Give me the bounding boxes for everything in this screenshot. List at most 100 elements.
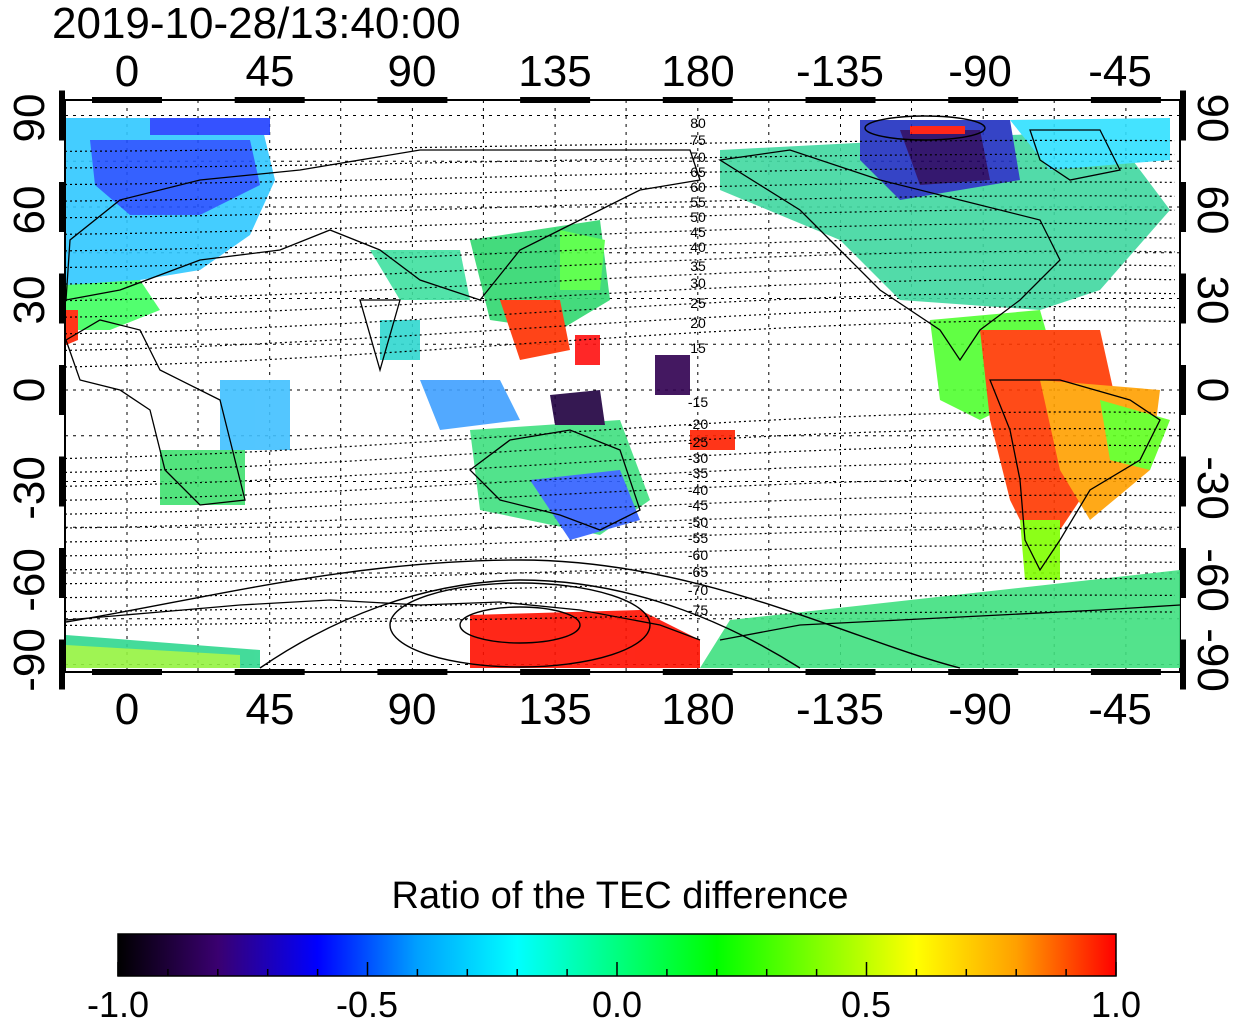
greenland-coast — [1029, 129, 1121, 181]
lon-tick-top: 180 — [661, 47, 735, 96]
magnetic-contour-line — [64, 561, 1176, 585]
colorbar-tick-label: -0.5 — [335, 984, 399, 1025]
pacific-red-dots — [690, 430, 735, 450]
magnetic-contour-line — [64, 494, 1176, 529]
south-america-green — [1100, 400, 1170, 470]
magnetic-contour-line — [64, 544, 1176, 571]
arctic-red-bar — [910, 126, 965, 134]
lon-tick-top: -45 — [1088, 47, 1152, 96]
magnetic-contour-line — [64, 577, 1176, 599]
contour-label: -40 — [688, 482, 708, 498]
contour-label: -75 — [688, 602, 708, 618]
south-africa-patch — [160, 450, 245, 505]
antarctica-red — [470, 610, 700, 668]
lon-tick-top: -90 — [948, 47, 1012, 96]
magnetic-contour-line — [64, 411, 1176, 460]
europe-south-patch — [66, 280, 160, 330]
south-outer-curve — [65, 559, 961, 669]
magnetic-contour-line — [64, 222, 1176, 252]
india-patch — [380, 320, 420, 360]
magnetic-pole-ovals — [65, 115, 986, 669]
lat-tick-left: -90 — [5, 628, 54, 692]
magnetic-contour-line — [64, 195, 1176, 219]
south-america-coast — [989, 379, 1161, 572]
magnetic-contour-line — [64, 167, 1175, 186]
contour-label: 40 — [690, 239, 706, 255]
contour-label: 20 — [690, 315, 706, 331]
contour-label: -35 — [688, 465, 708, 481]
contour-label: -65 — [688, 564, 708, 580]
contour-label: 25 — [690, 295, 706, 311]
magnetic-contour-line — [65, 139, 1175, 152]
magnetic-contour-line — [64, 209, 1176, 235]
antarctica-yellow — [66, 645, 240, 668]
coastlines — [65, 129, 1181, 641]
contour-label: -60 — [688, 547, 708, 563]
lat-tick-right: 0 — [1188, 377, 1237, 403]
lon-tick-bottom: 0 — [114, 685, 140, 734]
eurasia-coast — [65, 149, 701, 301]
iberia-red — [66, 310, 78, 345]
lon-tick-top: 0 — [114, 47, 140, 96]
colorbar-gradient — [117, 933, 1117, 977]
magnetic-contour-line — [65, 153, 1175, 169]
lon-tick-top: 90 — [387, 47, 437, 96]
lat-tick-left: 30 — [5, 275, 54, 325]
lon-tick-top: 135 — [518, 47, 592, 96]
indonesia-dark — [550, 390, 605, 425]
arctic-europe-blue — [150, 118, 270, 135]
magnetic-contour-line — [64, 428, 1176, 473]
contour-label: 30 — [690, 275, 706, 291]
east-asia-red — [500, 300, 570, 360]
contour-label: 45 — [690, 224, 706, 240]
contour-label: -25 — [688, 434, 708, 450]
patagonia-patch — [1020, 520, 1060, 580]
magnetic-contour-line — [64, 292, 1176, 335]
se-asia-blue — [420, 380, 520, 430]
magnetic-contour-line — [64, 527, 1176, 557]
lon-tick-bottom: -135 — [795, 685, 885, 734]
contour-label: -45 — [688, 497, 708, 513]
contour-label: 60 — [690, 179, 706, 195]
south-mid-curve — [259, 579, 801, 669]
lon-tick-bottom: -90 — [948, 685, 1012, 734]
arctic-dark — [900, 130, 990, 185]
lat-tick-left: -60 — [5, 548, 54, 612]
contour-label: 75 — [690, 132, 706, 148]
contour-label: -55 — [688, 530, 708, 546]
japan-green — [560, 230, 605, 290]
contour-label: 55 — [690, 194, 706, 210]
frame-ticks — [59, 90, 1186, 690]
lon-tick-bottom: 90 — [387, 685, 437, 734]
contour-label: -20 — [688, 416, 708, 432]
lat-tick-right: -60 — [1188, 548, 1237, 612]
magnetic-contour-line — [64, 461, 1176, 501]
lon-tick-top: -135 — [795, 47, 885, 96]
contour-label: 70 — [690, 149, 706, 165]
magnetic-contours — [64, 139, 1176, 626]
south-pole-oval-outer — [389, 582, 651, 668]
contour-label: -30 — [688, 450, 708, 466]
africa-coast — [65, 319, 246, 506]
australia-blue — [530, 470, 640, 540]
australia-coast — [469, 429, 641, 531]
contour-label: 65 — [690, 164, 706, 180]
lat-tick-left: -30 — [5, 456, 54, 520]
lat-tick-right: 30 — [1188, 275, 1237, 325]
magnetic-contour-line — [64, 278, 1176, 318]
magnetic-contour-line — [64, 306, 1176, 351]
philippines-red — [575, 335, 600, 365]
north-america-coast — [718, 149, 1061, 362]
colorbar-tick-label: 1.0 — [1090, 984, 1142, 1025]
pacific-dark-dots — [655, 355, 690, 395]
magnetic-contour-line — [64, 181, 1176, 202]
colorbar-tick-label: 0.0 — [591, 984, 643, 1025]
magnetic-contour-line — [64, 478, 1176, 515]
colorbar-tick-label: -1.0 — [86, 984, 150, 1025]
map-title: 2019-10-28/13:40:00 — [52, 0, 461, 48]
magnetic-contour-line — [64, 236, 1176, 269]
colorbar-tick-label: 0.5 — [840, 984, 892, 1025]
colorbar-title: Ratio of the TEC difference — [391, 875, 849, 917]
africa-east-patch — [220, 380, 290, 450]
